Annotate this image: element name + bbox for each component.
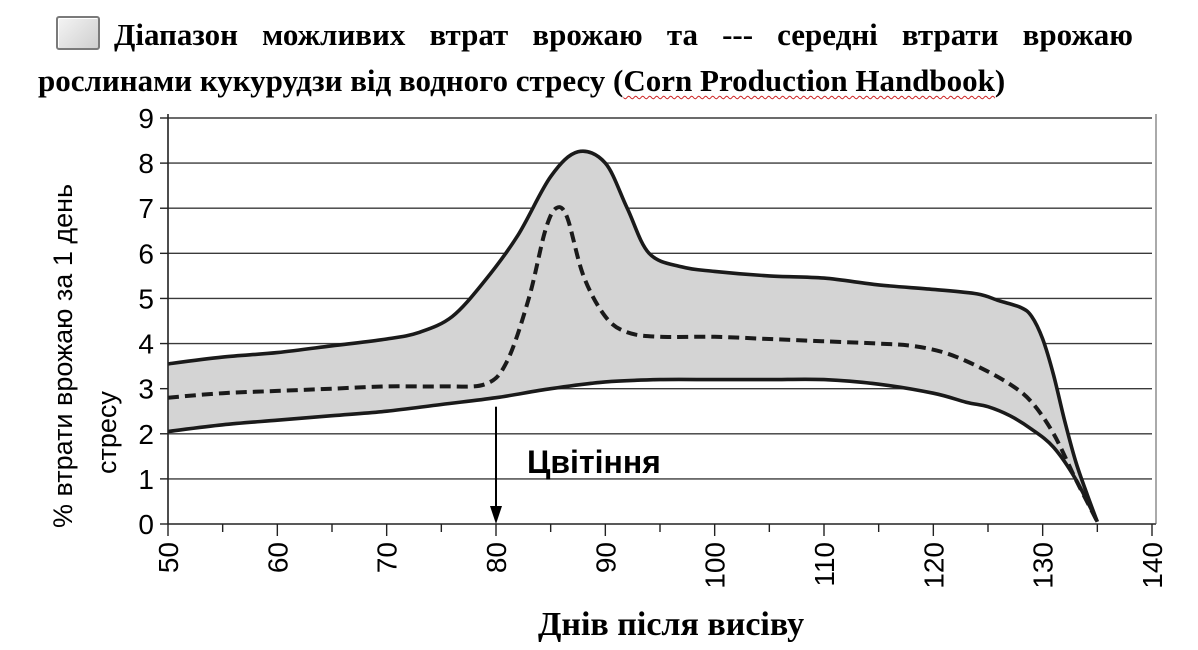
y-tick-label: 8 — [138, 148, 154, 179]
y-tick-label: 1 — [138, 464, 154, 495]
x-tick-label: 100 — [700, 542, 731, 589]
x-tick-label: 140 — [1137, 542, 1168, 589]
y-tick-label: 5 — [138, 283, 154, 314]
chart-title: Діапазон можливих втрат врожаю та --- се… — [38, 12, 1133, 104]
x-axis-title: Днів після висіву — [538, 606, 805, 643]
y-tick-label: 6 — [138, 238, 154, 269]
x-tick-label: 130 — [1028, 542, 1059, 589]
lower-range-line — [167, 377, 1099, 523]
range-area — [168, 151, 1098, 522]
x-tick-label: 70 — [372, 542, 403, 573]
y-tick-labels: 0 1 2 3 4 5 6 7 8 9 — [138, 103, 154, 540]
series-lines — [167, 149, 1100, 523]
y-tick-label: 7 — [138, 193, 154, 224]
range-legend-swatch — [56, 16, 100, 50]
flowering-arrow-head — [490, 506, 502, 524]
flowering-annotation: Цвітіння — [527, 444, 661, 480]
x-tick-labels: 50 60 70 80 90 100 110 120 130 140 — [153, 542, 1168, 589]
y-tick-label: 2 — [138, 419, 154, 450]
x-tick-label: 90 — [590, 542, 621, 573]
x-tick-label: 50 — [153, 542, 184, 573]
title-text: Діапазон можливих втрат врожаю та --- се… — [38, 17, 1133, 98]
upper-range-line — [167, 149, 1099, 523]
range-fill — [168, 151, 1098, 522]
y-tick-label: 3 — [138, 374, 154, 405]
x-tick-label: 120 — [918, 542, 949, 589]
y-axis-title-line2: стресу — [92, 391, 122, 474]
y-tick-label: 0 — [138, 509, 154, 540]
average-loss-line — [167, 205, 1100, 523]
flowering-arrow — [490, 406, 502, 524]
x-tick-label: 110 — [809, 542, 840, 587]
y-axis-title-line1: % втрати врожаю за 1 день — [48, 183, 78, 528]
title-source: Corn Production Handbook — [623, 63, 995, 98]
x-tick-label: 60 — [262, 542, 293, 573]
x-tick-label: 80 — [481, 542, 512, 573]
title-text-end: ) — [994, 63, 1006, 98]
y-tick-label: 9 — [138, 103, 154, 134]
axes — [160, 114, 1157, 536]
y-tick-label: 4 — [138, 329, 154, 360]
